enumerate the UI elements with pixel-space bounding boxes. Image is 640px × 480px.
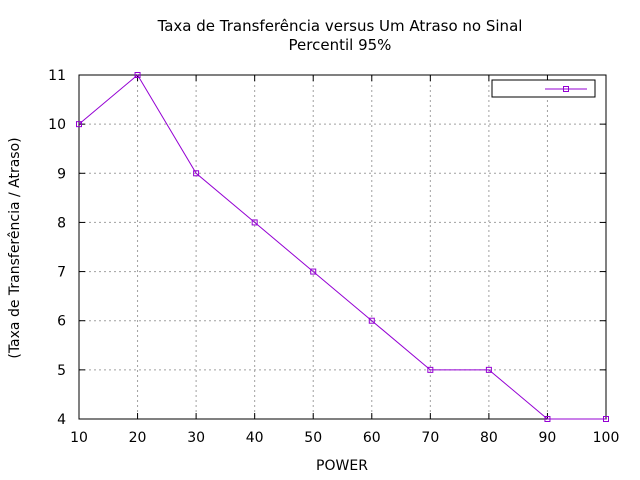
y-tick-label: 7 <box>57 265 66 281</box>
x-tick-label: 60 <box>363 430 381 446</box>
x-tick-label: 40 <box>246 430 264 446</box>
data-point <box>134 72 141 78</box>
chart-title: Taxa de Transferência versus Um Atraso n… <box>157 17 523 35</box>
y-axis-label: (Taxa de Transferência / Atraso) <box>7 137 23 358</box>
y-tick-label: 10 <box>48 117 66 133</box>
x-tick-label: 70 <box>421 430 439 446</box>
data-point <box>603 416 609 422</box>
x-tick-label: 50 <box>304 430 322 446</box>
data-point <box>544 416 551 422</box>
data-point <box>427 366 434 373</box>
data-point <box>485 366 492 373</box>
y-tick-label: 6 <box>57 314 66 330</box>
y-tick-label: 5 <box>57 363 66 379</box>
x-tick-label: 100 <box>593 430 620 446</box>
chart-subtitle: Percentil 95% <box>289 36 392 54</box>
y-tick-label: 9 <box>57 166 66 182</box>
data-point <box>251 219 258 226</box>
x-tick-label: 80 <box>480 430 498 446</box>
y-tick-label: 4 <box>57 412 66 428</box>
x-tick-label: 20 <box>129 430 147 446</box>
legend-box <box>491 79 596 98</box>
y-tick-label: 11 <box>48 68 66 84</box>
x-tick-label: 10 <box>70 430 88 446</box>
x-axis-label: POWER <box>316 458 368 474</box>
plot-frame <box>78 74 607 420</box>
grid <box>79 75 606 419</box>
data-point <box>310 268 317 275</box>
axis-ticks <box>78 74 607 420</box>
data-point <box>76 121 82 128</box>
data-point <box>368 317 375 324</box>
y-tick-label: 8 <box>57 215 66 231</box>
x-tick-label: 30 <box>187 430 205 446</box>
series-group <box>76 72 609 422</box>
series-line <box>78 74 606 420</box>
legend <box>491 79 596 98</box>
data-point <box>193 170 200 177</box>
x-tick-label: 90 <box>539 430 557 446</box>
legend-marker <box>563 86 569 92</box>
x-tick-labels: 10 20 30 40 50 60 70 80 90 100 <box>70 430 619 446</box>
y-tick-labels: 4 5 6 7 8 9 10 11 <box>48 68 66 428</box>
